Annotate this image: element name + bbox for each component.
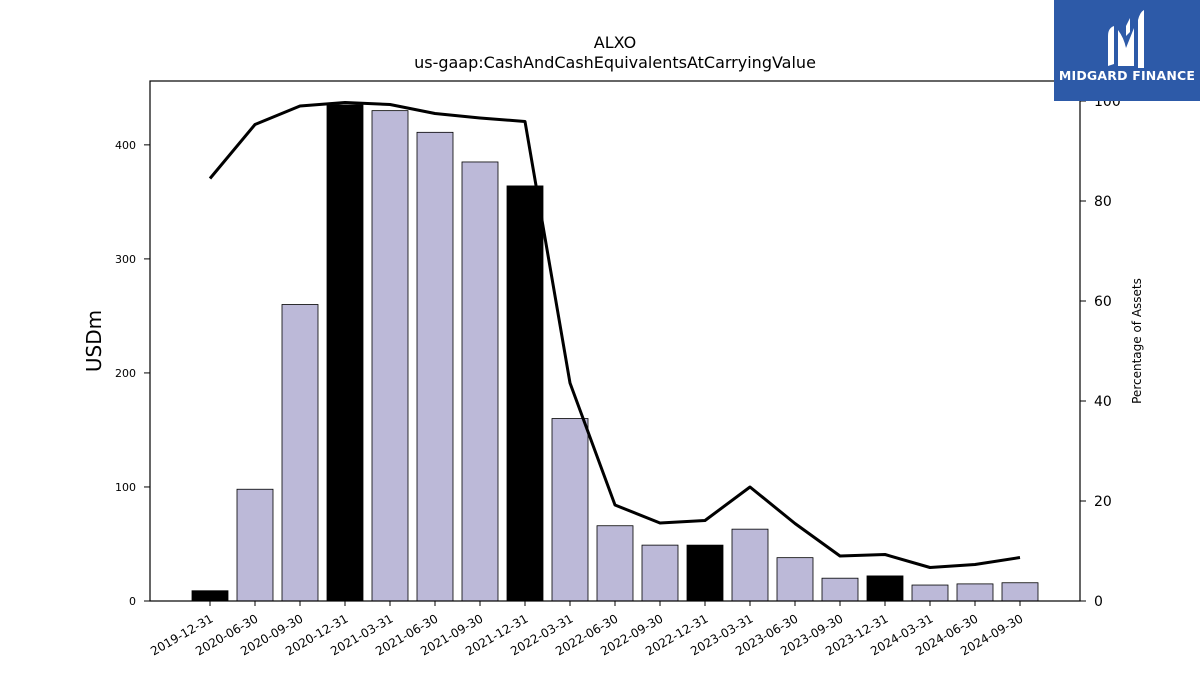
bar-2022-09-30 (641, 544, 679, 602)
bar-2022-03-31 (551, 418, 589, 602)
bar-2022-12-31 (686, 544, 724, 602)
y-tick-label: 0 (129, 595, 136, 608)
bar-2022-06-30 (596, 525, 634, 602)
bar-2024-06-30 (956, 583, 994, 602)
bar-2021-12-31 (506, 185, 544, 602)
bar-2021-03-31 (371, 110, 409, 602)
y-tick-label: 100 (115, 481, 136, 494)
y2-axis-label: Percentage of Assets (1130, 278, 1144, 404)
y2-tick-label: 60 (1094, 294, 1112, 310)
y2-tick-label: 0 (1094, 594, 1103, 610)
bar-2023-09-30 (821, 577, 859, 602)
logo-text: MIDGARD FINANCE (1058, 68, 1196, 83)
bar-2019-12-31 (191, 590, 229, 602)
bar-2024-03-31 (911, 584, 949, 602)
y2-tick-label: 40 (1094, 394, 1112, 410)
pct-assets-line (208, 101, 1021, 569)
y2-tick-label: 20 (1094, 494, 1112, 510)
bar-2020-09-30 (281, 304, 319, 602)
x-axis-ticks: 2019-12-312020-06-302020-09-302020-12-31… (148, 601, 1026, 658)
logo-mark-icon (1108, 10, 1144, 68)
bar-2021-06-30 (416, 131, 454, 602)
bar-2020-06-30 (236, 488, 274, 602)
chart-subtitle: us-gaap:CashAndCashEquivalentsAtCarrying… (414, 53, 816, 72)
left-axis-ticks: 0 100 200 300 400 (115, 139, 150, 608)
bar-2020-12-31 (326, 104, 364, 602)
bar-2023-06-30 (776, 557, 814, 602)
y-axis-label: USDm (82, 310, 106, 372)
bars-layer (191, 104, 1039, 602)
bar-2024-09-30 (1001, 582, 1039, 602)
y2-tick-label: 80 (1094, 194, 1112, 210)
brand-logo: MIDGARD FINANCE (1054, 0, 1200, 101)
bar-2023-03-31 (731, 528, 769, 602)
y-tick-label: 200 (115, 367, 136, 380)
y-tick-label: 400 (115, 139, 136, 152)
line-layer (208, 101, 1021, 569)
y-tick-label: 300 (115, 253, 136, 266)
chart-title: ALXO (594, 33, 636, 52)
bar-2023-12-31 (866, 575, 904, 602)
bar-2021-09-30 (461, 161, 499, 602)
